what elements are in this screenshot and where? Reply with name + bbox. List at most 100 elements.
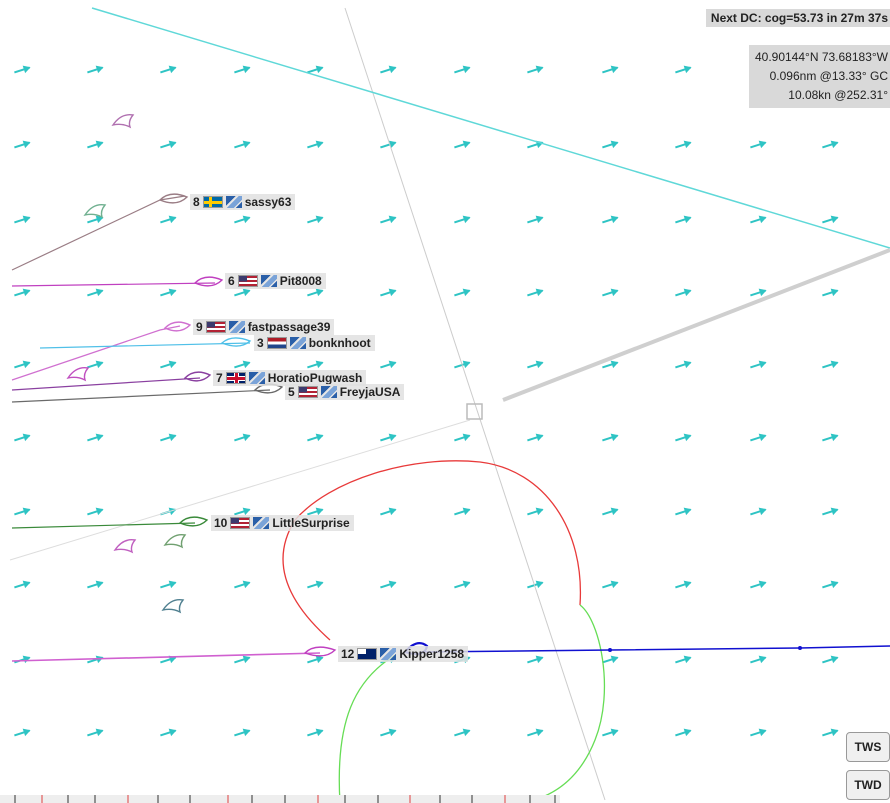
wind-arrow-icon <box>750 288 767 297</box>
ghost-boat-icon <box>161 599 185 614</box>
wind-arrow-icon <box>307 288 324 297</box>
flag-icon <box>205 321 226 333</box>
track-point <box>608 648 612 652</box>
grid-line <box>9 419 471 561</box>
boat-label[interactable]: 8 sassy63 <box>190 193 296 211</box>
wind-arrow-icon <box>87 288 104 297</box>
wind-arrow-icon <box>527 140 544 149</box>
boat-name: FreyjaUSA <box>339 385 401 399</box>
wind-arrow-icon <box>602 215 619 224</box>
boat-label[interactable]: 5 FreyjaUSA <box>285 383 405 401</box>
wind-arrow-icon <box>454 433 471 442</box>
track-point <box>798 646 802 650</box>
course-line <box>502 248 890 402</box>
ghost-boat-icon <box>163 534 187 549</box>
wind-arrow-icon <box>527 580 544 589</box>
wind-arrow-icon <box>380 288 397 297</box>
boat-label[interactable]: 7 HoratioPugwash <box>213 369 367 387</box>
wind-arrow-icon <box>750 433 767 442</box>
wind-arrow-icon <box>234 288 251 297</box>
boat-track <box>11 195 186 271</box>
wind-arrow-icon <box>14 140 31 149</box>
wind-arrow-icon <box>160 433 177 442</box>
wind-arrow-icon <box>675 655 692 664</box>
wind-arrow-icon <box>14 728 31 737</box>
wind-arrow-icon <box>602 360 619 369</box>
wind-arrow-icon <box>527 728 544 737</box>
wind-arrow-icon <box>87 580 104 589</box>
wind-arrow-icon <box>87 655 104 664</box>
team-icon <box>289 337 306 349</box>
boat-label[interactable]: 3 bonknhoot <box>254 334 375 352</box>
boat-track <box>11 325 181 381</box>
boat-hull-icon <box>193 276 224 287</box>
wind-arrow-icon <box>675 360 692 369</box>
boat-track <box>39 342 251 349</box>
wind-arrow-icon <box>602 507 619 516</box>
team-icon <box>225 196 242 208</box>
wind-arrow-icon <box>602 433 619 442</box>
wind-arrow-icon <box>14 433 31 442</box>
wind-arrow-icon <box>527 507 544 516</box>
wind-arrow-icon <box>527 360 544 369</box>
wind-arrow-icon <box>454 580 471 589</box>
boat-label[interactable]: 12 Kipper1258 <box>338 645 469 663</box>
wind-arrow-icon <box>160 140 177 149</box>
boat-hull-icon <box>158 193 189 204</box>
waypoint-marker[interactable] <box>466 403 483 420</box>
wind-arrow-icon <box>14 360 31 369</box>
boat-hull-icon <box>220 337 252 347</box>
wind-arrow-icon <box>675 215 692 224</box>
tws-button[interactable]: TWS <box>846 732 890 762</box>
wind-arrow-icon <box>454 288 471 297</box>
wind-arrow-icon <box>527 433 544 442</box>
flag-icon <box>225 372 246 384</box>
next-dc-banner: Next DC: cog=53.73 in 27m 37s <box>705 9 890 27</box>
wind-arrow-icon <box>234 360 251 369</box>
wind-arrow-icon <box>822 433 839 442</box>
wind-arrow-icon <box>527 65 544 74</box>
team-icon <box>320 386 337 398</box>
wind-arrow-icon <box>380 507 397 516</box>
boat-label[interactable]: 9 fastpassage39 <box>193 318 335 336</box>
boat-track <box>11 377 201 391</box>
wind-arrow-icon <box>527 215 544 224</box>
wind-arrow-icon <box>380 360 397 369</box>
twd-button[interactable]: TWD <box>846 770 890 800</box>
wind-arrow-icon <box>380 580 397 589</box>
wind-arrow-icon <box>602 288 619 297</box>
wind-arrow-icon <box>675 580 692 589</box>
position-coords: 40.90144°N 73.68183°W <box>754 50 888 64</box>
wind-arrow-icon <box>454 507 471 516</box>
wind-arrow-icon <box>822 655 839 664</box>
wind-arrow-icon <box>527 655 544 664</box>
wind-arrow-icon <box>822 728 839 737</box>
wind-arrow-icon <box>750 655 767 664</box>
boat-hull-icon <box>178 516 209 527</box>
wind-arrow-icon <box>87 507 104 516</box>
wind-arrow-icon <box>454 215 471 224</box>
wind-arrow-icon <box>602 655 619 664</box>
boat-label[interactable]: 6 Pit8008 <box>225 272 326 290</box>
wind-arrow-icon <box>602 728 619 737</box>
boat-hull-icon <box>163 321 192 332</box>
wind-arrow-icon <box>160 65 177 74</box>
boat-name: sassy63 <box>244 195 292 209</box>
time-scale[interactable] <box>0 795 560 803</box>
wind-arrow-icon <box>750 728 767 737</box>
wind-arrow-icon <box>822 580 839 589</box>
wind-arrow-icon <box>307 360 324 369</box>
wind-arrow-icon <box>822 288 839 297</box>
team-icon <box>228 321 245 333</box>
boat-name: Kipper1258 <box>399 647 465 661</box>
boat-hull-icon <box>183 371 212 382</box>
ghost-boat-icon <box>83 204 107 219</box>
polar-upwind-curve <box>282 460 582 641</box>
wind-arrow-icon <box>307 433 324 442</box>
wind-arrow-icon <box>454 65 471 74</box>
wind-arrow-icon <box>822 507 839 516</box>
boat-hull-icon <box>303 646 337 657</box>
boat-label[interactable]: 10 LittleSurprise <box>211 514 354 532</box>
own-boat-track <box>419 645 890 653</box>
